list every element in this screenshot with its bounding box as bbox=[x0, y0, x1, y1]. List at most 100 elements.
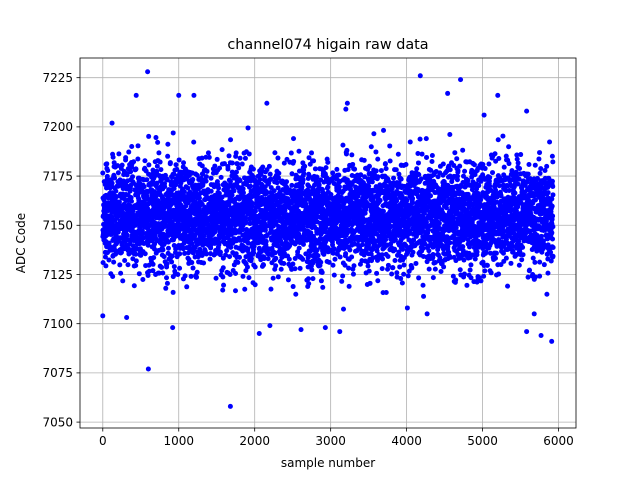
data-point bbox=[220, 274, 226, 280]
data-point bbox=[274, 180, 280, 186]
data-point bbox=[245, 125, 251, 131]
data-point bbox=[448, 254, 454, 260]
data-point bbox=[396, 249, 402, 255]
data-point bbox=[129, 144, 135, 150]
data-point bbox=[374, 248, 380, 254]
data-point bbox=[458, 211, 464, 217]
data-point bbox=[109, 120, 115, 126]
data-point bbox=[115, 170, 121, 176]
data-point bbox=[400, 246, 406, 252]
data-point bbox=[140, 277, 146, 283]
data-point bbox=[240, 186, 246, 192]
data-point bbox=[281, 160, 287, 166]
data-point bbox=[204, 168, 210, 174]
data-point bbox=[341, 306, 346, 312]
data-point bbox=[251, 243, 257, 249]
data-point bbox=[165, 245, 171, 251]
data-point bbox=[413, 260, 419, 266]
data-point bbox=[111, 160, 117, 166]
data-point bbox=[237, 254, 243, 260]
data-point bbox=[476, 183, 482, 189]
data-point bbox=[282, 208, 288, 214]
data-point bbox=[141, 184, 147, 190]
data-point bbox=[409, 264, 415, 270]
data-point bbox=[133, 258, 139, 264]
data-point bbox=[262, 174, 268, 180]
data-point bbox=[365, 263, 371, 269]
data-point bbox=[401, 262, 407, 268]
data-point bbox=[392, 258, 398, 264]
data-point bbox=[330, 242, 336, 248]
data-point bbox=[275, 274, 281, 280]
data-point bbox=[200, 171, 206, 177]
data-point bbox=[299, 184, 305, 190]
data-point bbox=[323, 165, 329, 171]
data-point bbox=[104, 161, 110, 167]
data-point bbox=[182, 250, 188, 256]
data-point bbox=[346, 283, 352, 289]
data-point bbox=[111, 259, 117, 265]
data-point bbox=[173, 162, 179, 168]
data-point bbox=[278, 266, 284, 272]
data-point bbox=[315, 253, 321, 259]
data-point bbox=[347, 247, 353, 253]
data-point bbox=[136, 197, 142, 203]
data-point bbox=[224, 248, 230, 254]
data-point bbox=[116, 199, 122, 205]
data-point bbox=[359, 242, 365, 248]
data-point bbox=[306, 155, 312, 161]
data-point bbox=[392, 237, 398, 243]
data-point bbox=[300, 256, 306, 262]
data-point bbox=[177, 265, 183, 271]
data-point bbox=[113, 188, 119, 194]
data-point bbox=[203, 174, 209, 180]
data-point bbox=[200, 181, 206, 187]
data-point bbox=[150, 261, 156, 267]
data-point bbox=[223, 252, 229, 258]
data-point bbox=[164, 177, 170, 183]
data-point bbox=[265, 256, 271, 262]
data-point bbox=[361, 157, 367, 163]
data-point bbox=[142, 158, 148, 164]
data-point bbox=[275, 185, 281, 191]
data-point bbox=[273, 263, 279, 269]
data-point bbox=[349, 254, 355, 260]
data-point bbox=[203, 251, 209, 257]
data-point bbox=[447, 240, 453, 246]
data-point bbox=[130, 174, 136, 180]
data-point bbox=[229, 192, 235, 198]
data-point bbox=[136, 271, 142, 277]
data-point bbox=[119, 162, 125, 168]
data-point bbox=[373, 149, 379, 155]
data-point bbox=[415, 150, 421, 156]
data-point bbox=[157, 159, 163, 165]
data-point bbox=[191, 139, 197, 145]
data-point bbox=[155, 139, 161, 145]
data-point bbox=[194, 172, 200, 178]
data-point bbox=[268, 286, 274, 292]
data-point bbox=[216, 190, 222, 196]
data-point bbox=[237, 178, 243, 184]
data-point bbox=[275, 155, 281, 161]
data-point bbox=[194, 269, 200, 275]
data-point bbox=[105, 168, 111, 174]
data-point bbox=[300, 241, 306, 247]
data-point bbox=[257, 177, 263, 183]
data-point bbox=[387, 158, 393, 164]
data-point bbox=[468, 262, 474, 268]
data-point bbox=[160, 270, 166, 276]
data-point bbox=[203, 178, 209, 184]
data-point bbox=[472, 256, 478, 262]
data-point bbox=[221, 282, 227, 288]
data-point bbox=[421, 293, 427, 299]
data-point bbox=[103, 263, 109, 269]
data-point bbox=[428, 193, 434, 199]
data-point bbox=[404, 197, 410, 203]
data-point bbox=[320, 284, 326, 290]
data-point bbox=[245, 246, 251, 252]
data-points bbox=[100, 69, 556, 409]
data-point bbox=[298, 194, 304, 200]
data-point bbox=[115, 163, 121, 169]
data-point bbox=[161, 254, 167, 260]
